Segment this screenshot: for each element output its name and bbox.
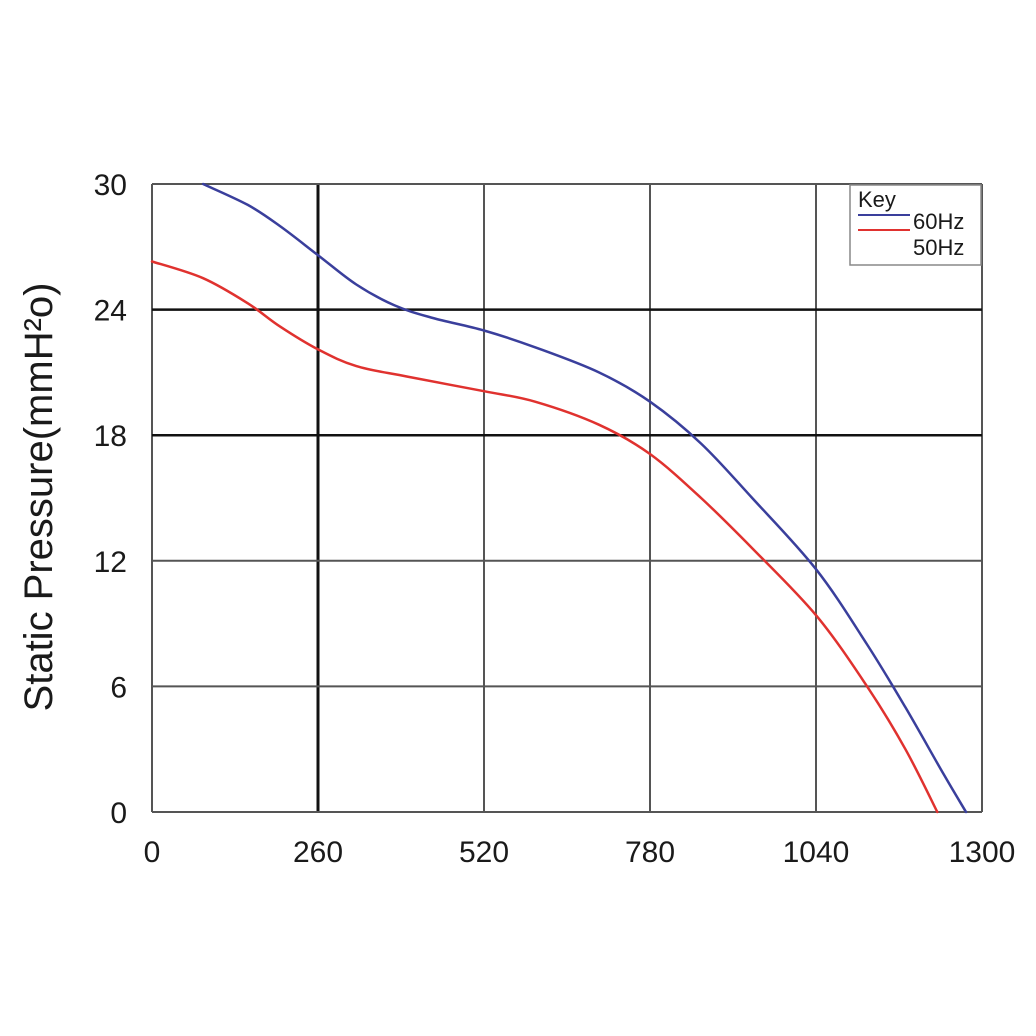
x-tick-label: 1300 xyxy=(949,836,1016,869)
y-tick-label: 18 xyxy=(94,420,127,453)
legend-title: Key xyxy=(858,187,896,212)
x-tick-label: 260 xyxy=(293,836,343,869)
y-tick-label: 6 xyxy=(110,671,127,704)
x-tick-label: 520 xyxy=(459,836,509,869)
legend: Key 60Hz 50Hz xyxy=(849,184,982,266)
series-lines xyxy=(150,182,968,814)
y-tick-label: 24 xyxy=(94,295,127,328)
y-tick-label: 12 xyxy=(94,546,127,579)
y-axis-label: Static Pressure(mmH²o) xyxy=(17,283,61,712)
grid xyxy=(151,183,983,813)
x-tick-label: 0 xyxy=(144,836,161,869)
x-tick-label: 1040 xyxy=(783,836,850,869)
legend-box xyxy=(849,184,982,266)
legend-label-50hz: 50Hz xyxy=(913,235,964,260)
x-tick-label: 780 xyxy=(625,836,675,869)
y-tick-labels: 0 6 12 18 24 30 xyxy=(94,169,127,830)
y-tick-label: 30 xyxy=(94,169,127,202)
series-line-60hz xyxy=(201,182,968,814)
series-line-50hz xyxy=(150,260,939,814)
x-tick-labels: 0 260 520 780 1040 1300 xyxy=(144,836,1016,869)
legend-label-60hz: 60Hz xyxy=(913,209,964,234)
y-tick-label: 0 xyxy=(110,797,127,830)
